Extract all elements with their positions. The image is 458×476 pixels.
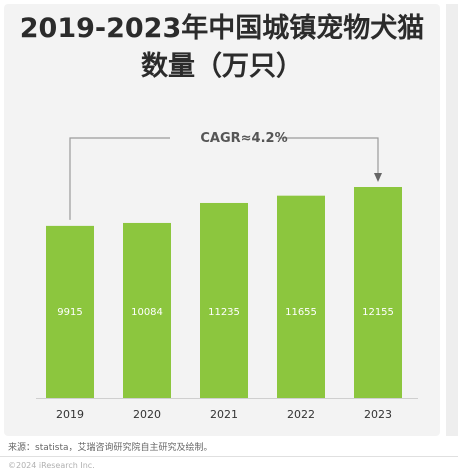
chart-title: 2019-2023年中国城镇宠物犬猫 数量（万只）	[4, 10, 440, 86]
x-tick-label-2021: 2021	[210, 408, 238, 421]
x-tick-label-2020: 2020	[133, 408, 161, 421]
bars-group: 9915 10084 11235 11655 12155	[46, 187, 402, 398]
copyright-note: ©2024 iResearch Inc.	[8, 461, 95, 470]
cagr-annotation: CAGR≈4.2%	[69, 131, 382, 220]
x-tick-label-2019: 2019	[56, 408, 84, 421]
source-note: 来源：statista，艾瑞咨询研究院自主研究及绘制。	[8, 443, 213, 453]
bar-value-label-2022: 11655	[285, 307, 317, 318]
adjacent-panel-edge	[446, 4, 458, 436]
x-axis-labels: 2019 2020 2021 2022 2023	[56, 408, 392, 421]
footer-separator	[0, 456, 458, 457]
bar-2020	[123, 222, 171, 398]
x-tick-label-2023: 2023	[364, 408, 392, 421]
bar-value-label-2019: 9915	[57, 307, 82, 318]
bar-value-label-2021: 11235	[208, 307, 240, 318]
x-tick-label-2022: 2022	[287, 408, 315, 421]
cagr-label: CAGR≈4.2%	[200, 131, 287, 146]
chart-title-line-1: 2019-2023年中国城镇宠物犬猫	[19, 13, 425, 44]
chart-title-line-2: 数量（万只）	[141, 51, 303, 82]
cagr-bracket-line	[69, 137, 379, 220]
bar-2021	[200, 202, 248, 398]
bar-2019	[46, 225, 94, 398]
bar-2023	[354, 187, 402, 398]
bar-value-label-2023: 12155	[362, 307, 394, 318]
cagr-arrow-head	[374, 173, 382, 182]
bar-value-label-2020: 10084	[131, 307, 163, 318]
bar-2022	[277, 195, 325, 398]
